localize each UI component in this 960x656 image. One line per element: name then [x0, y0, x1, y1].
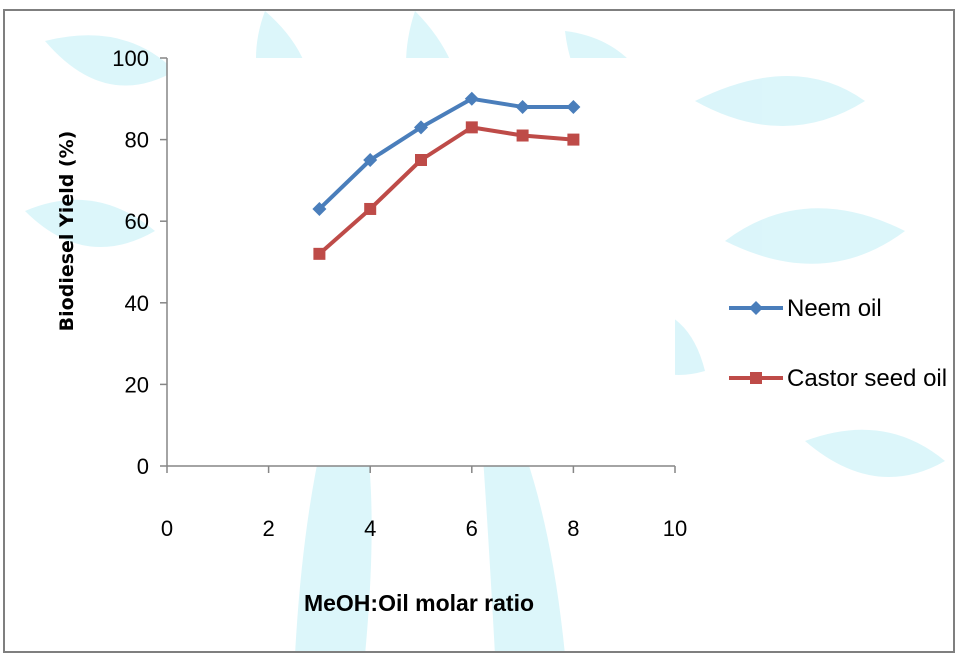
series-line	[318, 96, 574, 211]
series-2	[313, 121, 580, 260]
data-point	[364, 202, 377, 215]
data-point	[566, 99, 581, 114]
y-tick-label: 80	[125, 128, 149, 153]
y-tick-label: 20	[125, 372, 149, 397]
x-tick-label: 8	[567, 516, 579, 541]
data-point	[312, 201, 327, 216]
x-tick-label: 6	[466, 516, 478, 541]
legend-item: Neem oil	[729, 295, 882, 322]
x-tick-label: 2	[262, 516, 274, 541]
x-tick-label: 0	[161, 516, 173, 541]
axes	[160, 57, 676, 473]
data-point	[465, 121, 478, 134]
plot-area	[167, 58, 675, 466]
data-point	[363, 153, 378, 167]
series-1	[312, 91, 581, 216]
series-line	[318, 125, 574, 256]
data-point	[567, 133, 580, 146]
data-point	[464, 91, 479, 106]
y-tick-label: 60	[125, 209, 149, 234]
data-point	[414, 120, 428, 135]
data-point	[313, 247, 326, 260]
data-point	[515, 99, 530, 114]
chart: 0 20 40 60 80 100 0 2 4 6 8 10 Biodiesel Yield (%)…	[25, 11, 947, 651]
legend-label: Castor seed oil	[787, 365, 947, 392]
data-point	[516, 129, 529, 142]
data-point	[750, 372, 762, 384]
data-point	[749, 301, 763, 315]
x-tick-label: 4	[364, 516, 376, 541]
x-tick-labels: 0 2 4 6 8 10	[161, 516, 687, 541]
y-axis-title: Biodiesel Yield (%)	[56, 131, 78, 332]
legend-label: Neem oil	[787, 295, 882, 322]
y-tick-labels: 0 20 40 60 80 100	[112, 46, 149, 479]
series-layer	[312, 91, 581, 260]
legend-item: Castor seed oil	[729, 365, 947, 392]
y-tick-label: 100	[112, 46, 149, 71]
x-tick-label: 10	[663, 516, 687, 541]
x-axis-title: MeOH:Oil molar ratio	[304, 590, 534, 616]
legend: Neem oil Castor seed oil	[729, 295, 947, 392]
y-tick-label: 0	[137, 454, 149, 479]
chart-frame: 0 20 40 60 80 100 0 2 4 6 8 10 Biodiesel Yield (%)…	[3, 9, 955, 653]
y-tick-label: 40	[125, 291, 149, 316]
data-point	[415, 154, 427, 166]
